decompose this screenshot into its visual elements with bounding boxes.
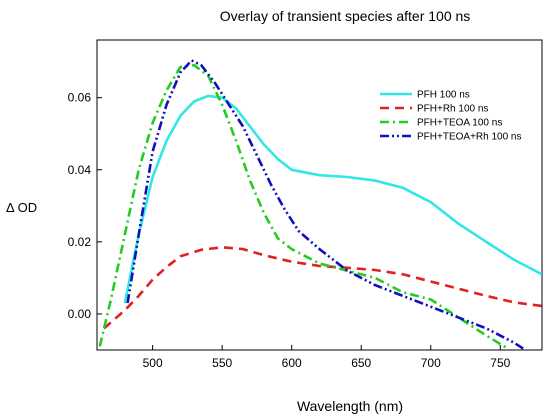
- legend: PFH 100 ns PFH+Rh 100 ns PFH+TEOA 100 ns PF…: [380, 90, 522, 143]
- y-axis-label: Δ OD: [6, 200, 38, 215]
- series-line-2: [103, 246, 542, 330]
- x-tick-label: 500: [143, 356, 163, 370]
- series-line-1: [123, 94, 542, 304]
- x-tick-label: 600: [282, 356, 302, 370]
- x-tick-label: 550: [212, 356, 232, 370]
- x-ticks: 500 550 600 650 700 750: [143, 345, 511, 370]
- series-layer: [98, 59, 542, 350]
- x-tick-label: 650: [351, 356, 371, 370]
- chart-title: Overlay of transient species after 100 n…: [219, 8, 471, 24]
- legend-label: PFH+TEOA 100 ns: [417, 118, 502, 129]
- y-tick-label: 0.00: [68, 307, 92, 321]
- x-tick-label: 750: [490, 356, 510, 370]
- series-line-4: [126, 59, 528, 350]
- y-tick-label: 0.06: [68, 91, 92, 105]
- plot-frame: [96, 39, 543, 351]
- legend-label: PFH+TEOA+Rh 100 ns: [417, 132, 522, 143]
- y-tick-label: 0.02: [68, 235, 92, 249]
- x-tick-label: 700: [421, 356, 441, 370]
- y-tick-label: 0.04: [68, 163, 92, 177]
- x-axis-label: Wavelength (nm): [296, 398, 404, 414]
- y-ticks: 0.00 0.02 0.04 0.06: [68, 91, 102, 321]
- legend-label: PFH 100 ns: [417, 90, 470, 101]
- legend-label: PFH+Rh 100 ns: [417, 104, 488, 115]
